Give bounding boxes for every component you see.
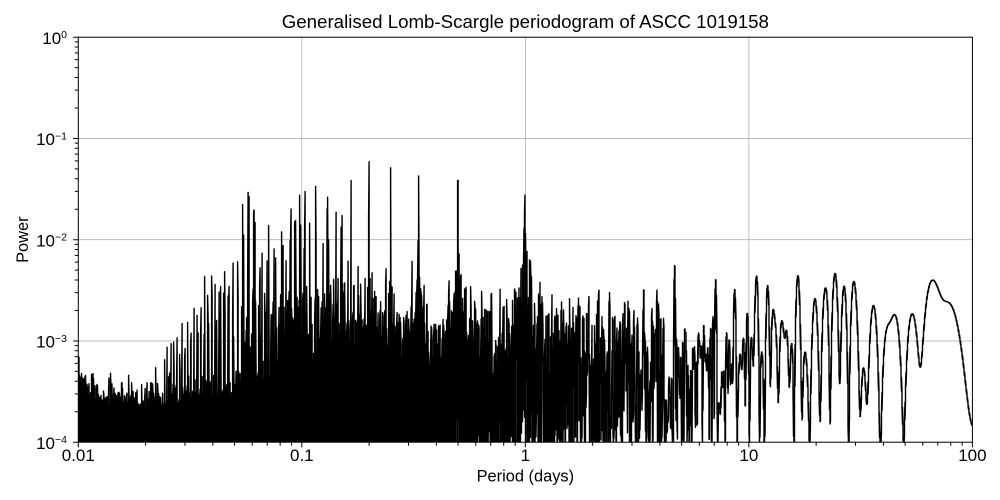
svg-text:1: 1 xyxy=(521,446,530,465)
svg-text:100: 100 xyxy=(42,29,67,48)
svg-text:Period (days): Period (days) xyxy=(477,468,574,486)
svg-text:10: 10 xyxy=(739,446,758,465)
svg-text:100: 100 xyxy=(958,446,986,465)
svg-text:Generalised Lomb-Scargle perio: Generalised Lomb-Scargle periodogram of … xyxy=(282,11,769,32)
svg-text:Power: Power xyxy=(14,216,32,263)
svg-text:10−3: 10−3 xyxy=(36,333,67,352)
svg-text:0.01: 0.01 xyxy=(62,446,95,465)
svg-text:10−2: 10−2 xyxy=(36,231,67,250)
svg-text:0.1: 0.1 xyxy=(290,446,314,465)
svg-text:10−1: 10−1 xyxy=(36,130,67,149)
